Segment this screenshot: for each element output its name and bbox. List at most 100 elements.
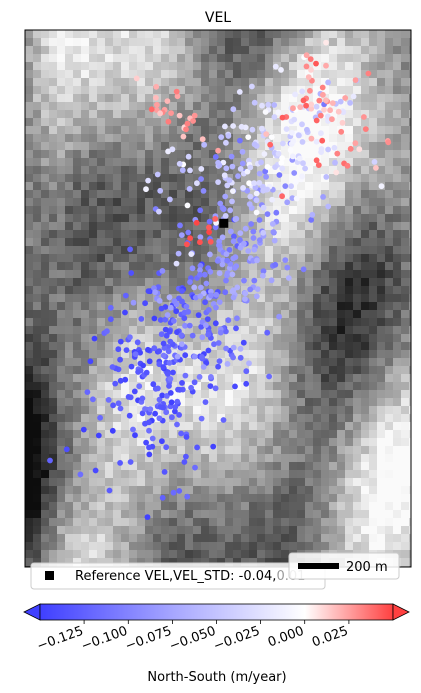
raster-cell xyxy=(353,134,362,143)
raster-cell xyxy=(97,326,106,335)
data-point xyxy=(160,404,167,411)
raster-cell xyxy=(313,462,322,471)
raster-cell xyxy=(369,510,378,519)
raster-cell xyxy=(25,518,34,527)
raster-cell xyxy=(129,102,138,111)
raster-cell xyxy=(313,94,322,103)
raster-cell xyxy=(297,414,306,423)
data-point xyxy=(107,316,114,323)
raster-cell xyxy=(241,134,250,143)
raster-cell xyxy=(225,30,234,39)
raster-cell xyxy=(65,134,74,143)
raster-cell xyxy=(161,294,170,303)
raster-cell xyxy=(241,342,250,351)
raster-cell xyxy=(89,302,98,311)
data-point xyxy=(231,264,238,271)
raster-cell xyxy=(329,190,338,199)
raster-cell xyxy=(305,406,314,415)
raster-cell xyxy=(313,150,322,159)
raster-cell xyxy=(49,254,58,263)
raster-cell xyxy=(129,158,138,167)
data-point xyxy=(191,284,198,291)
raster-cell xyxy=(217,526,226,535)
raster-cell xyxy=(265,518,274,527)
raster-cell xyxy=(81,38,90,47)
raster-cell xyxy=(177,422,186,431)
data-point xyxy=(146,427,152,434)
raster-cell xyxy=(169,206,178,215)
raster-cell xyxy=(145,246,154,255)
raster-cell xyxy=(345,510,354,519)
raster-cell xyxy=(385,518,394,527)
data-point xyxy=(275,150,282,157)
raster-cell xyxy=(409,118,411,127)
raster-cell xyxy=(329,318,338,327)
raster-cell xyxy=(409,286,411,295)
raster-cell xyxy=(289,494,298,503)
raster-cell xyxy=(153,438,162,447)
data-point xyxy=(176,412,183,418)
raster-cell xyxy=(129,454,138,463)
raster-cell xyxy=(337,518,346,527)
raster-cell xyxy=(401,494,410,503)
raster-cell xyxy=(169,518,178,527)
data-point xyxy=(206,224,212,231)
raster-cell xyxy=(385,166,394,175)
raster-cell xyxy=(257,222,266,231)
raster-cell xyxy=(65,278,74,287)
raster-cell xyxy=(337,366,346,375)
data-point xyxy=(222,193,229,200)
raster-cell xyxy=(201,94,210,103)
data-point xyxy=(299,121,305,128)
raster-cell xyxy=(217,110,226,119)
raster-cell xyxy=(65,174,74,183)
raster-cell xyxy=(89,542,98,551)
raster-cell xyxy=(377,462,386,471)
raster-cell xyxy=(241,270,250,279)
raster-cell xyxy=(393,510,402,519)
raster-cell xyxy=(57,190,66,199)
raster-cell xyxy=(209,526,218,535)
raster-cell xyxy=(65,414,74,423)
data-point xyxy=(139,395,146,402)
raster-cell xyxy=(273,550,282,559)
raster-cell xyxy=(217,46,226,55)
raster-cell xyxy=(177,374,186,383)
data-point xyxy=(165,348,172,355)
raster-cell xyxy=(273,254,282,263)
raster-cell xyxy=(193,478,202,487)
raster-cell xyxy=(121,158,130,167)
raster-cell xyxy=(329,46,338,55)
raster-cell xyxy=(321,454,330,463)
raster-cell xyxy=(297,470,306,479)
raster-cell xyxy=(65,342,74,351)
raster-cell xyxy=(313,286,322,295)
raster-cell xyxy=(369,278,378,287)
raster-cell xyxy=(129,294,138,303)
raster-cell xyxy=(257,382,266,391)
raster-cell xyxy=(161,286,170,295)
raster-cell xyxy=(265,118,274,127)
raster-cell xyxy=(121,230,130,239)
raster-cell xyxy=(121,198,130,207)
raster-cell xyxy=(377,374,386,383)
raster-cell xyxy=(89,78,98,87)
raster-cell xyxy=(201,550,210,559)
raster-cell xyxy=(177,414,186,423)
raster-cell xyxy=(153,550,162,559)
raster-cell xyxy=(409,278,411,287)
raster-cell xyxy=(121,110,130,119)
raster-cell xyxy=(169,78,178,87)
raster-cell xyxy=(129,214,138,223)
data-point xyxy=(106,487,113,494)
raster-cell xyxy=(113,518,122,527)
raster-cell xyxy=(225,366,234,375)
raster-cell xyxy=(241,94,250,103)
raster-cell xyxy=(33,358,42,367)
raster-cell xyxy=(345,158,354,167)
raster-cell xyxy=(121,382,130,391)
raster-cell xyxy=(361,494,370,503)
raster-cell xyxy=(121,70,130,79)
raster-cell xyxy=(345,302,354,311)
data-point xyxy=(256,170,263,177)
